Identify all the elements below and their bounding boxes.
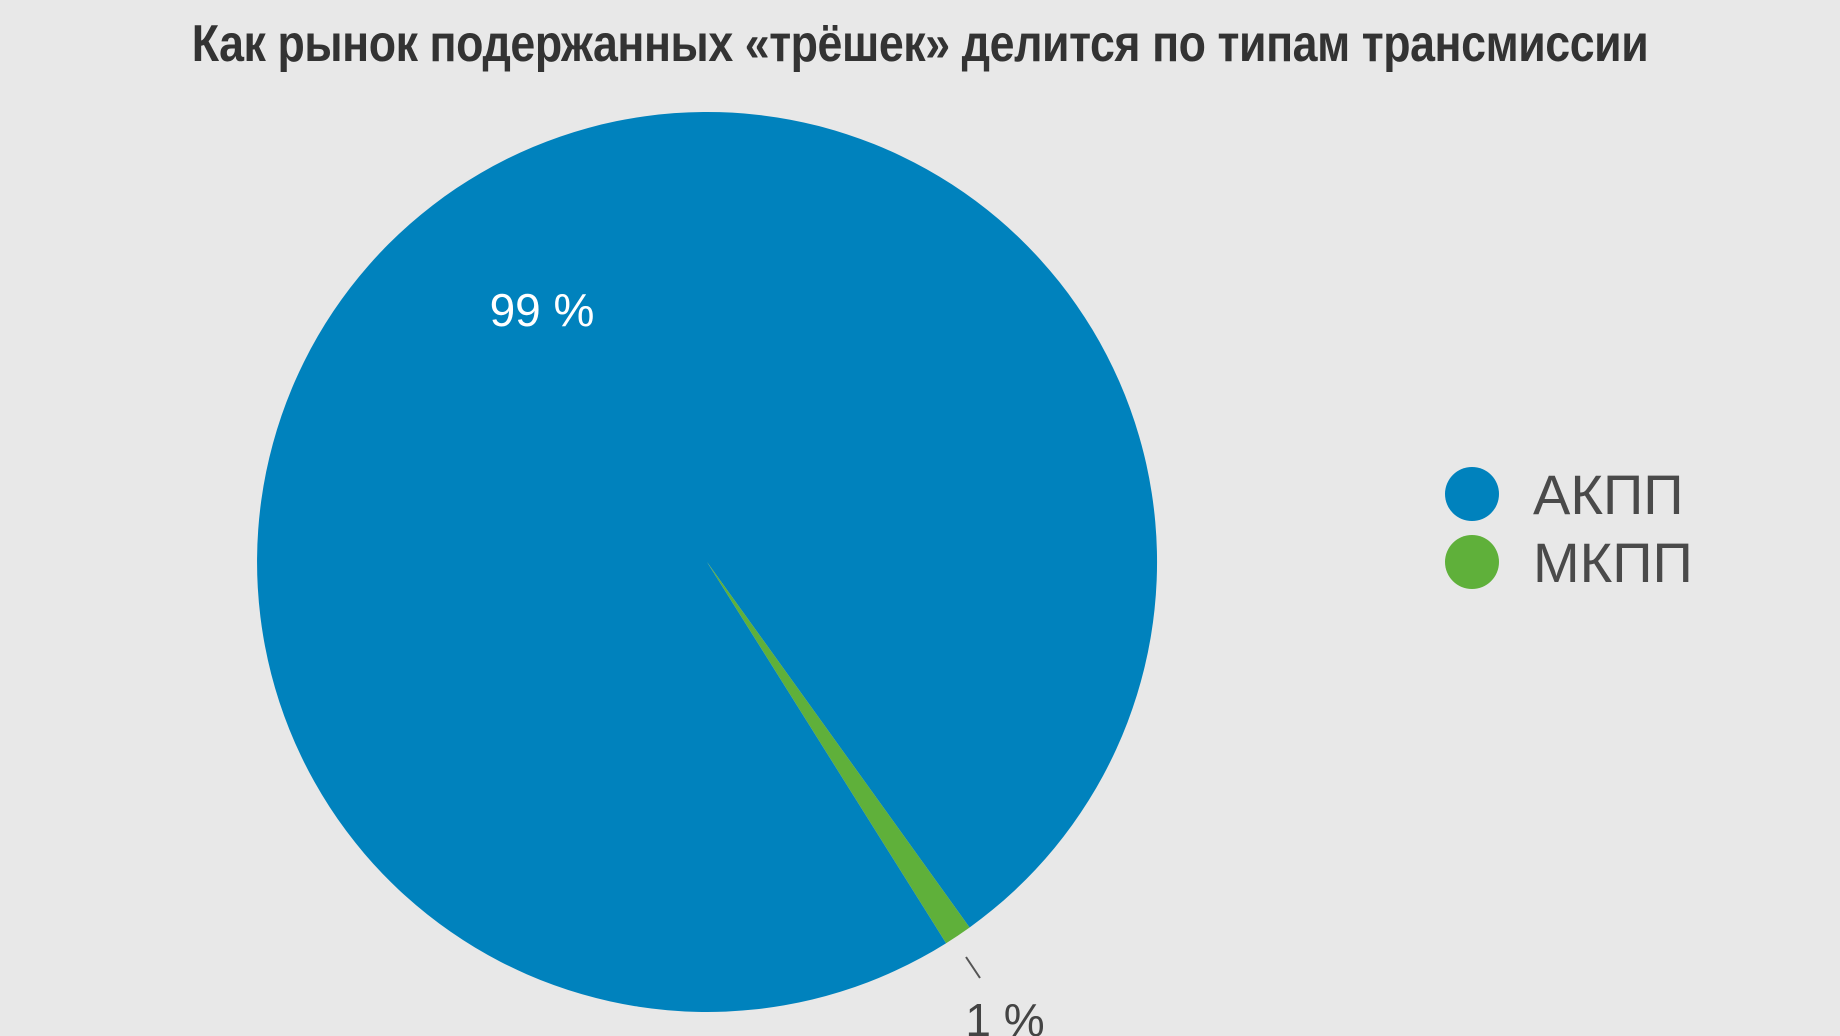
pie-slice-akpp	[257, 111, 1158, 1012]
slice-leader-line-mkpp	[965, 956, 981, 979]
pie-slice-mkpp	[707, 562, 970, 944]
legend-item-mkpp: МКПП	[1445, 528, 1693, 596]
legend-item-akpp: АКПП	[1445, 460, 1693, 528]
slice-label-mkpp: 1 %	[965, 994, 1044, 1036]
chart-legend: АКПП МКПП	[1445, 460, 1693, 596]
legend-label-akpp: АКПП	[1533, 462, 1684, 526]
chart-title: Как рынок подержанных «трёшек» делится п…	[191, 15, 1649, 73]
slice-label-akpp: 99 %	[490, 284, 595, 336]
legend-swatch-mkpp	[1445, 535, 1499, 589]
legend-label-mkpp: МКПП	[1533, 530, 1693, 594]
legend-swatch-akpp	[1445, 467, 1499, 521]
